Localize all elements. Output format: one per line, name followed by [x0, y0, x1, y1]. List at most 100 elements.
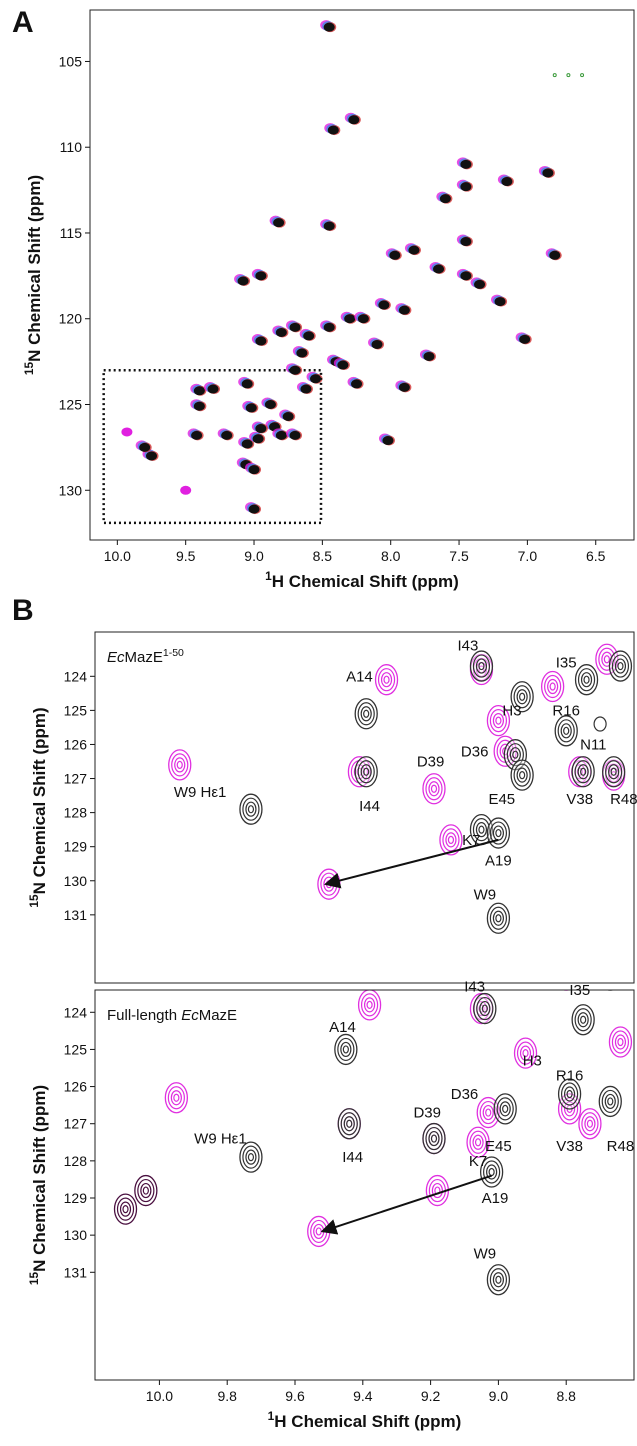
- plot-area: [121, 20, 585, 515]
- peak: [289, 430, 301, 440]
- contour-ring: [247, 805, 255, 814]
- x-axis-label-part: 1: [268, 1409, 275, 1423]
- peak: [549, 250, 561, 260]
- y-axis-label-part: 15: [27, 1272, 41, 1286]
- contour-ring: [360, 764, 372, 780]
- peak: [323, 221, 335, 231]
- contour-ring: [492, 1272, 505, 1288]
- plot-frame: [94, 631, 635, 984]
- x-tick-label: 9.0: [244, 548, 264, 564]
- contour-ring: [563, 1101, 576, 1117]
- contour-ring: [137, 1178, 155, 1203]
- contour-ring: [608, 764, 620, 780]
- contour-ring: [173, 1093, 180, 1102]
- x-tick-label: 10.0: [104, 548, 131, 564]
- peak: [327, 125, 339, 135]
- y-tick-label: 130: [64, 1227, 88, 1243]
- shift-arrow: [323, 838, 499, 889]
- peak-label: E45: [488, 791, 515, 808]
- contour-ring: [603, 655, 610, 664]
- y-tick-label: 110: [60, 139, 83, 155]
- panel-title-part: 1-50: [163, 647, 184, 659]
- contour-ring: [472, 654, 491, 678]
- peak-label: R16: [552, 702, 580, 719]
- panel-title-part: MazE: [199, 1007, 237, 1024]
- peak-label: R48: [610, 791, 637, 808]
- peak-label: I35: [556, 655, 577, 672]
- x-axis-label-part: H Chemical Shift (ppm): [272, 572, 459, 591]
- peak: [255, 271, 267, 281]
- contour-ring: [502, 1104, 509, 1113]
- peak-label: W9 Hε1: [194, 1131, 247, 1148]
- contour-ring: [431, 1182, 443, 1199]
- y-axis-label: 15N Chemical Shift (ppm): [22, 175, 44, 375]
- contour-ring: [478, 661, 485, 671]
- y-axis-label: 15N Chemical Shift (ppm): [27, 1085, 49, 1285]
- contour-ring: [140, 1182, 152, 1199]
- peak: [193, 401, 205, 411]
- contour-ring: [495, 914, 502, 923]
- contour-ring: [519, 692, 526, 701]
- contour-ring: [577, 668, 596, 692]
- contour-ring: [167, 1086, 185, 1110]
- contour-ring: [509, 747, 521, 763]
- contour-ring: [604, 1093, 616, 1110]
- contour-ring: [563, 726, 570, 735]
- contour-ring: [560, 723, 572, 739]
- peak: [398, 305, 410, 315]
- contour-ring: [574, 760, 592, 784]
- y-tick-label: 105: [59, 53, 83, 69]
- peak-label: I43: [457, 638, 478, 655]
- contour-ring: [499, 1101, 511, 1117]
- peak: [423, 351, 435, 361]
- y-axis-label-part: 15: [22, 362, 36, 376]
- peak: [121, 427, 133, 437]
- peak: [378, 300, 390, 310]
- peak: [296, 348, 308, 358]
- peak: [237, 276, 249, 286]
- x-tick-label: 8.5: [313, 548, 333, 564]
- y-tick-label: 131: [64, 1264, 88, 1280]
- contour-ring: [360, 706, 372, 722]
- contour-ring: [584, 1116, 596, 1132]
- x-axis-label-part: 1: [265, 569, 272, 583]
- contour-ring: [601, 651, 613, 667]
- panel-label: B: [12, 594, 34, 627]
- contour-ring: [495, 1275, 502, 1284]
- contour-ring: [472, 818, 491, 842]
- contour-ring: [560, 1082, 579, 1106]
- x-axis-label-part: H Chemical Shift (ppm): [274, 1412, 461, 1431]
- contour-ring: [476, 996, 494, 1021]
- peak: [248, 465, 260, 475]
- contour-ring: [561, 968, 571, 982]
- contour-ring: [430, 1134, 438, 1143]
- contour-ring: [485, 1108, 492, 1117]
- peak: [255, 424, 267, 434]
- peak: [303, 331, 315, 341]
- peak-label: H3: [523, 1053, 542, 1070]
- peak: [207, 384, 219, 394]
- contour-ring: [489, 906, 508, 930]
- peak: [408, 245, 420, 255]
- contour-ring: [478, 1004, 485, 1013]
- contour-ring: [506, 743, 524, 767]
- peak: [310, 374, 322, 384]
- panel-title-part: MazE: [125, 649, 163, 666]
- y-tick-label: 129: [64, 839, 88, 855]
- peak-label: I44: [359, 798, 380, 815]
- peak-label: W9: [474, 886, 497, 903]
- peak-label: A14: [346, 668, 373, 685]
- x-tick-label: 9.0: [489, 1388, 509, 1404]
- contour-ring: [447, 835, 455, 844]
- contour-ring: [357, 702, 375, 726]
- peak: [289, 322, 301, 332]
- peak-label: H3: [502, 702, 521, 719]
- x-tick-label: 8.0: [381, 548, 401, 564]
- x-tick-label: 9.4: [353, 1388, 373, 1404]
- contour-ring: [363, 709, 370, 718]
- contour-ring: [581, 1112, 599, 1136]
- contour-ring: [605, 760, 623, 784]
- contour-ring: [614, 658, 627, 674]
- contour-ring: [122, 1205, 129, 1214]
